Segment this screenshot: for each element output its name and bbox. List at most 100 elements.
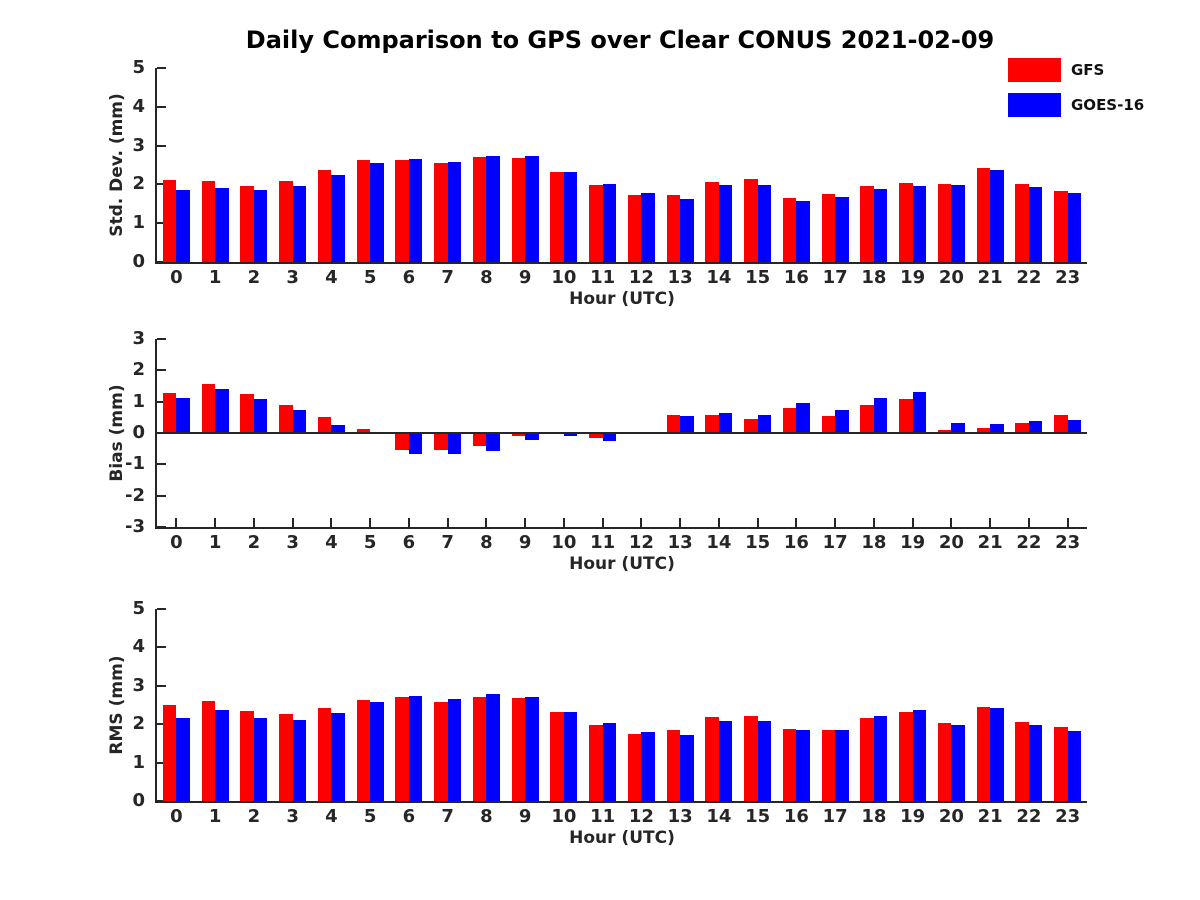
bar-goes16-hour-18	[873, 397, 888, 433]
bar-gfs-hour-7	[434, 163, 448, 262]
y-tick	[157, 684, 166, 687]
y-tick	[157, 261, 166, 263]
x-tick-label: 19	[900, 806, 926, 827]
y-tick-label: 0	[132, 422, 145, 443]
bar-gfs-hour-4	[317, 417, 332, 433]
bar-goes16-hour-22	[1028, 724, 1043, 801]
x-tick	[291, 518, 294, 527]
y-tick-label: 2	[132, 359, 145, 381]
bar-goes16-hour-4	[331, 424, 345, 433]
x-tick-label: 12	[628, 806, 654, 827]
x-tick-label: 6	[402, 267, 416, 288]
bar-gfs-hour-1	[201, 701, 216, 801]
y-tick	[157, 800, 166, 802]
bar-gfs-hour-3	[279, 181, 293, 262]
bar-gfs-hour-19	[899, 711, 913, 801]
bar-goes16-hour-9	[525, 696, 539, 801]
bar-goes16-hour-6	[408, 695, 423, 801]
bar-goes16-hour-19	[912, 391, 927, 433]
bar-gfs-hour-2	[240, 185, 254, 262]
bar-gfs-hour-22	[1015, 183, 1029, 262]
x-tick-label: 14	[706, 532, 732, 553]
bar-gfs-hour-4	[317, 708, 332, 801]
bar-gfs-hour-16	[782, 197, 797, 262]
x-tick-label: 23	[1055, 532, 1081, 553]
y-tick	[157, 67, 166, 69]
bar-goes16-hour-3	[292, 719, 307, 801]
x-tick-label: 15	[745, 267, 771, 288]
bar-gfs-hour-2	[240, 393, 254, 433]
y-tick	[157, 183, 166, 186]
x-axis-label: Hour (UTC)	[569, 828, 675, 848]
bar-goes16-hour-23	[1067, 419, 1082, 433]
bar-goes16-hour-21	[990, 424, 1004, 433]
y-tick-label: 1	[132, 751, 145, 773]
x-tick-label: 21	[977, 806, 1003, 827]
x-tick-label: 5	[363, 267, 377, 288]
x-tick	[1027, 518, 1030, 527]
bar-gfs-hour-22	[1015, 422, 1029, 433]
x-tick-label: 18	[861, 532, 887, 553]
y-tick-label: 3	[132, 134, 145, 156]
bar-goes16-hour-14	[718, 185, 733, 262]
y-tick-label: 2	[132, 173, 145, 195]
x-tick-label: 16	[783, 267, 809, 288]
x-tick	[524, 518, 527, 527]
x-tick-label: 12	[628, 267, 654, 288]
x-tick	[795, 518, 798, 527]
x-tick-label: 1	[208, 532, 222, 553]
y-tick-label: -2	[125, 484, 145, 506]
y-tick-label: 5	[132, 57, 145, 78]
y-tick-label: 2	[132, 713, 145, 735]
bar-gfs-hour-23	[1054, 415, 1068, 433]
bar-gfs-hour-14	[705, 717, 719, 801]
bar-goes16-hour-0	[176, 190, 190, 262]
x-tick	[446, 518, 449, 527]
x-tick-label: 10	[551, 532, 577, 553]
x-tick	[679, 518, 682, 527]
bar-gfs-hour-12	[627, 733, 642, 801]
y-tick-label: 3	[132, 674, 145, 696]
bar-gfs-hour-18	[860, 185, 874, 262]
x-tick-label: 8	[480, 532, 493, 553]
legend-label-goes16: GOES-16	[1071, 96, 1145, 114]
bar-goes16-hour-22	[1028, 186, 1043, 262]
x-tick	[989, 518, 992, 527]
bar-goes16-hour-17	[835, 409, 849, 433]
x-tick	[756, 518, 759, 527]
x-tick	[252, 518, 255, 527]
bar-goes16-hour-1	[215, 388, 229, 433]
bar-goes16-hour-20	[951, 185, 965, 262]
x-tick-label: 0	[170, 806, 183, 827]
bar-goes16-hour-1	[215, 188, 229, 262]
x-tick-label: 0	[170, 532, 183, 553]
y-tick-label: 1	[132, 390, 145, 412]
x-tick	[911, 518, 914, 527]
y-tick	[157, 494, 166, 497]
bar-gfs-hour-11	[589, 724, 603, 801]
x-tick-label: 22	[1016, 806, 1042, 827]
x-tick	[1066, 518, 1069, 527]
bar-goes16-hour-19	[912, 185, 927, 262]
bar-gfs-hour-0	[162, 392, 177, 433]
bar-gfs-hour-13	[666, 195, 681, 262]
x-tick	[214, 518, 217, 527]
bar-gfs-hour-9	[511, 158, 526, 262]
bar-gfs-hour-0	[162, 705, 177, 801]
bar-goes16-hour-7	[447, 698, 462, 801]
bar-gfs-hour-21	[976, 167, 991, 262]
x-tick	[717, 518, 720, 527]
bar-gfs-hour-13	[666, 729, 681, 801]
x-tick-label: 2	[247, 806, 261, 827]
x-tick	[562, 518, 565, 527]
bar-goes16-hour-23	[1067, 193, 1082, 262]
bar-gfs-hour-1	[201, 181, 216, 262]
y-tick-label: 0	[132, 251, 145, 272]
bar-gfs-hour-20	[937, 430, 952, 433]
bar-gfs-hour-7	[434, 433, 448, 451]
bar-goes16-hour-23	[1067, 731, 1082, 801]
legend-label-gfs: GFS	[1071, 61, 1105, 79]
x-tick-label: 5	[363, 806, 377, 827]
bar-gfs-hour-14	[705, 415, 719, 433]
panel-std-dev: 0 1 2 3 4 5 0 1 2 3 4 5 6 7 8 9 10 11 12 13 14 15 16 17 18 19 20 21…	[107, 57, 1087, 309]
